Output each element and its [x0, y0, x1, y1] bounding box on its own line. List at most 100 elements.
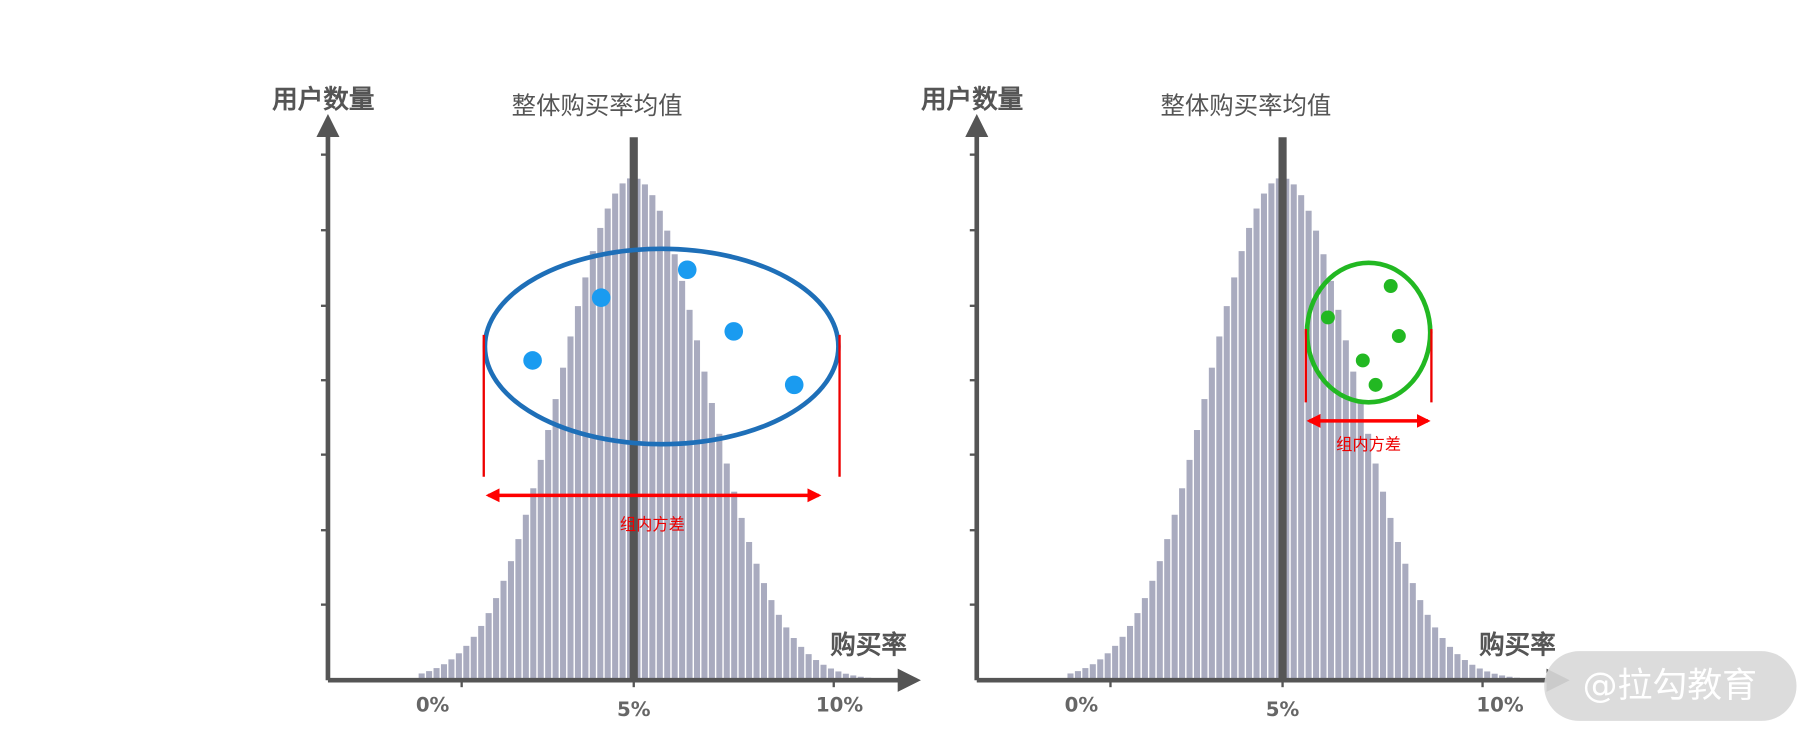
histogram-bar — [1238, 251, 1245, 681]
histogram-bar — [515, 539, 522, 681]
mean-title: 整体购买率均值 — [1160, 91, 1331, 120]
histogram-bar — [1409, 583, 1416, 681]
histogram-bar — [1305, 210, 1312, 681]
histogram-bar — [1484, 671, 1491, 681]
histogram-bar — [805, 654, 812, 681]
histogram-bar — [1089, 664, 1096, 681]
histogram — [418, 178, 872, 681]
x-tick-label: 10% — [1476, 693, 1523, 716]
histogram-bar — [1402, 563, 1409, 681]
histogram-bar — [693, 340, 701, 681]
histogram-bar — [537, 459, 544, 681]
histogram-bar — [1350, 371, 1357, 681]
histogram-bar — [679, 280, 686, 681]
histogram-bar — [426, 671, 433, 681]
histogram-bar — [1417, 600, 1424, 681]
histogram-bar — [1164, 539, 1171, 681]
histogram-bar — [1387, 517, 1394, 681]
histogram-bar — [433, 668, 440, 681]
x-tick-label: 0% — [1065, 693, 1099, 716]
histogram-bar — [1141, 598, 1148, 681]
histogram-bar — [842, 673, 849, 681]
histogram-bar — [835, 671, 842, 681]
histogram-bar — [440, 664, 448, 681]
histogram-bar — [463, 645, 470, 681]
histogram-bar — [723, 463, 730, 681]
histogram-bar — [671, 254, 678, 681]
histogram-bar — [1208, 367, 1215, 681]
histogram-bar — [1260, 193, 1267, 681]
watermark: @拉勾教育 — [1583, 666, 1757, 706]
histogram-bar — [1394, 541, 1401, 681]
histogram-bar — [1342, 340, 1349, 681]
histogram-bar — [1231, 277, 1238, 681]
histogram-bar — [619, 183, 626, 681]
axis-ticks — [969, 153, 1484, 688]
histogram-bar — [716, 433, 723, 681]
histogram-bar — [701, 371, 708, 681]
x-tick-label: 5% — [617, 698, 651, 721]
histogram-bar — [1357, 402, 1364, 681]
x-tick-label: 10% — [816, 693, 863, 716]
histogram-bar — [1119, 636, 1126, 681]
histogram-bar — [1320, 254, 1327, 681]
histogram-bar — [738, 517, 745, 681]
histogram-bar — [1104, 653, 1111, 681]
histogram-bar — [560, 367, 567, 681]
x-tick-label: 5% — [1266, 698, 1300, 721]
panel: 用户数量 整体购买率均值 购买率 0% 5% 10% 组内方差 — [272, 84, 921, 721]
histogram-bar — [1216, 336, 1223, 681]
histogram-bar — [1476, 668, 1483, 681]
histogram-bar — [612, 193, 619, 681]
histogram-bar — [1112, 645, 1119, 681]
histogram-bar — [1380, 491, 1387, 681]
histogram-bar — [567, 336, 574, 681]
histogram-bar — [820, 664, 827, 681]
histogram-bar — [1327, 280, 1334, 681]
histogram-bar — [753, 563, 760, 681]
histogram-bar — [1461, 660, 1468, 681]
y-axis-title: 用户数量 — [921, 84, 1023, 115]
histogram-bar — [827, 668, 834, 681]
y-axis-title: 用户数量 — [272, 84, 374, 115]
histogram-bar — [493, 598, 500, 681]
histogram-bar — [1156, 561, 1163, 681]
histogram-bar — [1432, 627, 1439, 681]
histogram-bar — [448, 659, 455, 681]
histogram-bar — [1223, 306, 1230, 681]
x-axis-title: 购买率 — [1479, 629, 1556, 660]
histogram-bar — [455, 653, 462, 681]
histogram-bar — [552, 399, 559, 681]
histogram-bar — [1454, 654, 1461, 681]
histogram-bar — [1313, 230, 1320, 681]
histogram-bar — [1193, 430, 1201, 681]
histogram-bar — [1179, 488, 1186, 681]
histogram-bar — [1074, 671, 1081, 681]
histogram-bar — [775, 614, 782, 681]
histogram-bar — [1372, 463, 1379, 681]
histogram-bar — [1126, 625, 1134, 681]
axis-ticks — [320, 153, 835, 688]
histogram-bar — [418, 673, 425, 681]
histogram-bar — [1439, 638, 1446, 681]
histogram-bar — [1491, 673, 1498, 681]
variance-label: 组内方差 — [1336, 435, 1401, 454]
histogram-bar — [641, 184, 648, 681]
histogram-bar — [1424, 614, 1431, 681]
histogram-bar — [1186, 459, 1193, 681]
histogram-bar — [1290, 184, 1297, 681]
x-tick-label: 0% — [416, 693, 450, 716]
histogram-bar — [1171, 514, 1178, 681]
histogram-bar — [760, 583, 768, 681]
histogram-bar — [589, 251, 596, 681]
histogram-bar — [813, 660, 820, 681]
mean-title: 整体购买率均值 — [512, 91, 683, 120]
histogram-bar — [1246, 227, 1253, 681]
histogram-bar — [530, 488, 537, 681]
histogram-bar — [500, 580, 507, 681]
histogram-bar — [1268, 183, 1275, 681]
histogram-bar — [664, 230, 671, 681]
group-points — [1320, 279, 1406, 392]
